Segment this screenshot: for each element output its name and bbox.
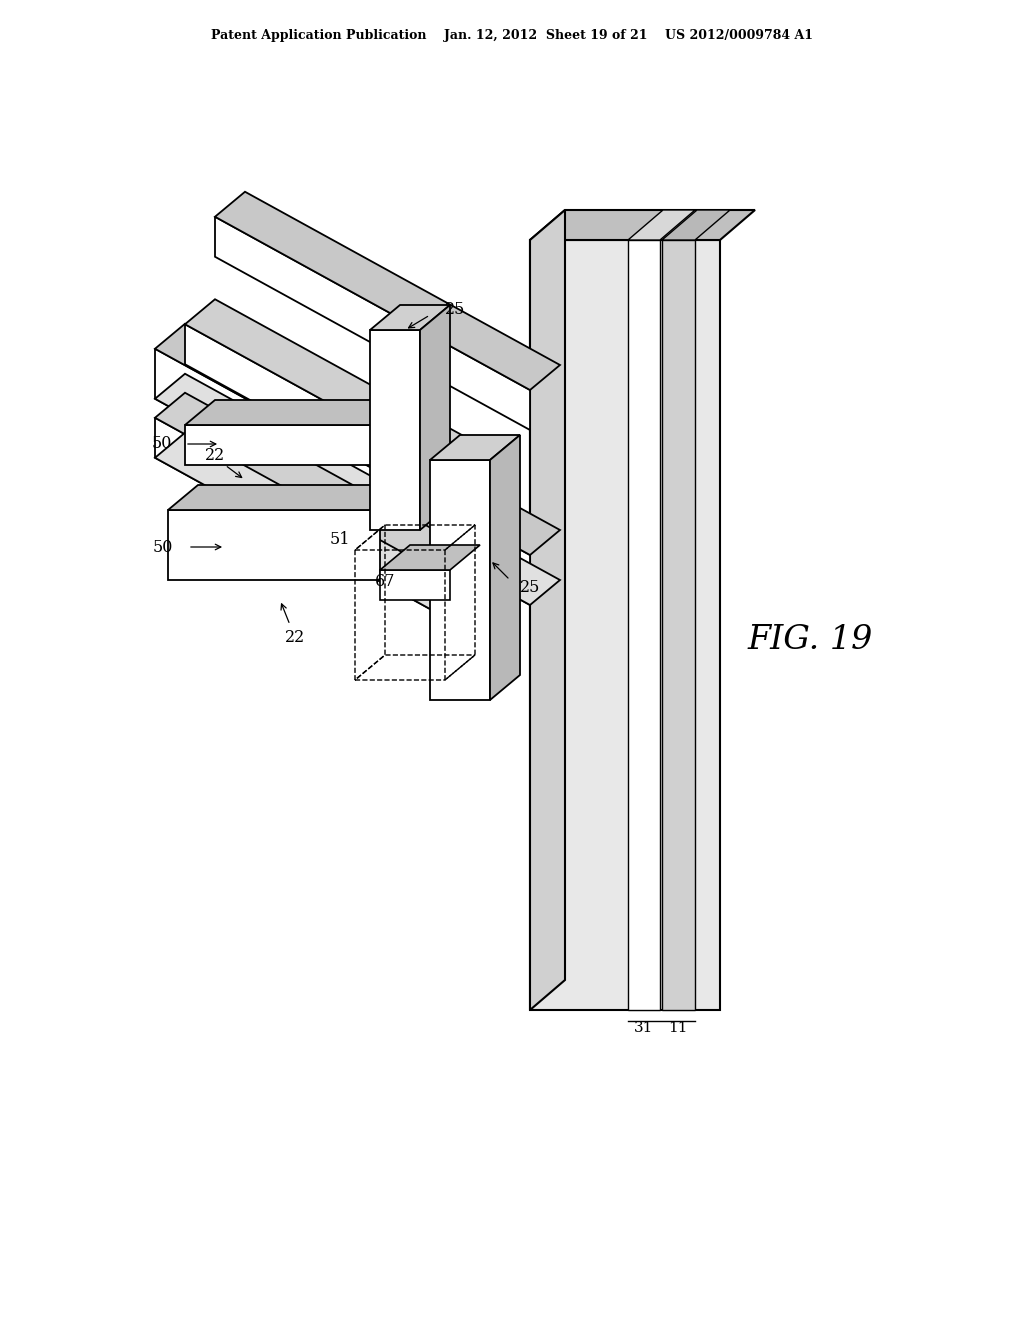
Text: 22: 22 bbox=[285, 628, 305, 645]
Polygon shape bbox=[530, 240, 720, 1010]
Polygon shape bbox=[430, 436, 520, 459]
Polygon shape bbox=[370, 305, 450, 330]
Text: 50: 50 bbox=[152, 436, 172, 453]
Polygon shape bbox=[370, 330, 420, 531]
Polygon shape bbox=[380, 545, 480, 570]
Polygon shape bbox=[185, 400, 410, 425]
Polygon shape bbox=[155, 323, 560, 554]
Polygon shape bbox=[185, 425, 380, 465]
Polygon shape bbox=[185, 300, 480, 470]
Polygon shape bbox=[168, 484, 410, 510]
Polygon shape bbox=[215, 216, 530, 430]
Polygon shape bbox=[185, 325, 450, 510]
Polygon shape bbox=[662, 210, 730, 240]
Text: Patent Application Publication    Jan. 12, 2012  Sheet 19 of 21    US 2012/00097: Patent Application Publication Jan. 12, … bbox=[211, 29, 813, 41]
Text: 50: 50 bbox=[153, 539, 173, 556]
Polygon shape bbox=[215, 191, 560, 389]
Polygon shape bbox=[155, 433, 480, 620]
Text: 22: 22 bbox=[205, 447, 225, 465]
Text: FIG. 19: FIG. 19 bbox=[748, 624, 872, 656]
Polygon shape bbox=[420, 305, 450, 531]
Polygon shape bbox=[155, 393, 480, 579]
Polygon shape bbox=[490, 436, 520, 700]
Polygon shape bbox=[430, 459, 490, 700]
Polygon shape bbox=[662, 240, 695, 1010]
Polygon shape bbox=[155, 374, 560, 605]
Text: 25: 25 bbox=[520, 579, 541, 597]
Polygon shape bbox=[530, 210, 755, 240]
Text: 11: 11 bbox=[669, 1020, 688, 1035]
Text: 51: 51 bbox=[330, 532, 350, 549]
Polygon shape bbox=[628, 240, 660, 1010]
Polygon shape bbox=[628, 210, 695, 240]
Polygon shape bbox=[168, 510, 380, 579]
Text: 31: 31 bbox=[634, 1020, 653, 1035]
Polygon shape bbox=[380, 570, 450, 601]
Polygon shape bbox=[530, 210, 565, 1010]
Polygon shape bbox=[155, 348, 530, 605]
Polygon shape bbox=[155, 417, 450, 620]
Text: 25: 25 bbox=[445, 301, 465, 318]
Text: 67: 67 bbox=[375, 573, 395, 590]
